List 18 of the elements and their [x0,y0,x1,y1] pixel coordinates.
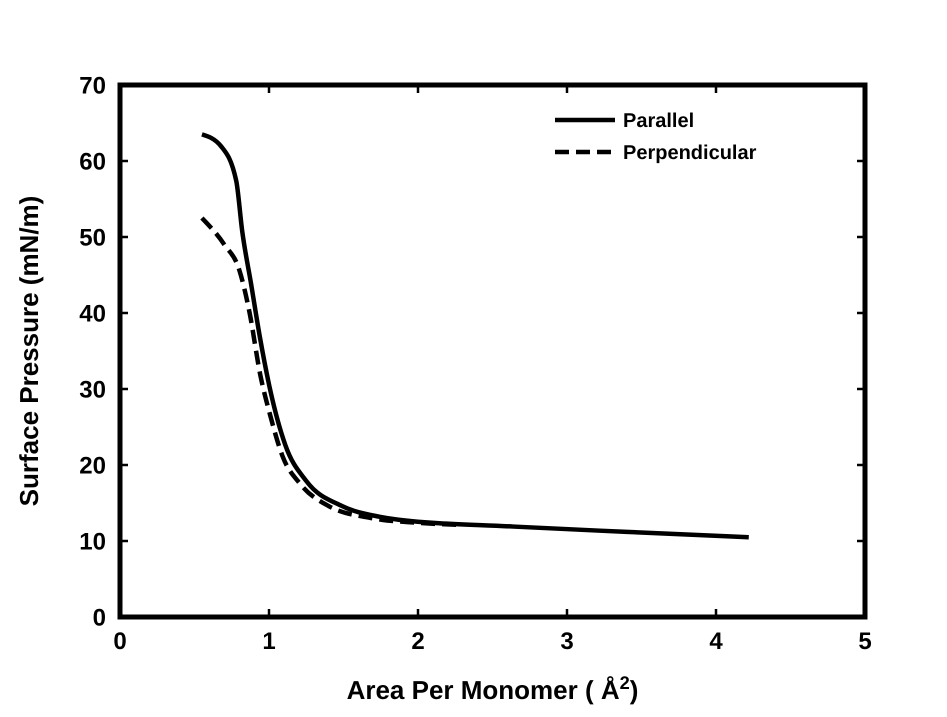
y-tick-label: 60 [79,148,106,176]
x-tick-label: 2 [411,628,425,655]
y-tick-label: 30 [79,376,106,404]
x-tick-label: 3 [560,628,574,655]
x-tick-label: 4 [709,628,724,655]
legend-label: Parallel [623,110,694,132]
y-tick-label: 20 [79,452,106,480]
x-tick-label: 5 [858,628,872,655]
legend-label: Perpendicular [623,142,757,164]
y-tick-label: 70 [79,72,106,100]
y-tick-label: 50 [79,224,106,252]
x-axis-title: Area Per Monomer ( Å$^{2}$) [346,673,638,705]
x-tick-label: 1 [262,628,276,655]
y-tick-label: 0 [92,604,106,632]
x-tick-label: 0 [113,628,127,655]
y-tick-label: 10 [79,528,106,556]
y-axis-title: Surface Pressure (mN/m) [14,196,44,506]
y-tick-label: 40 [79,300,106,328]
